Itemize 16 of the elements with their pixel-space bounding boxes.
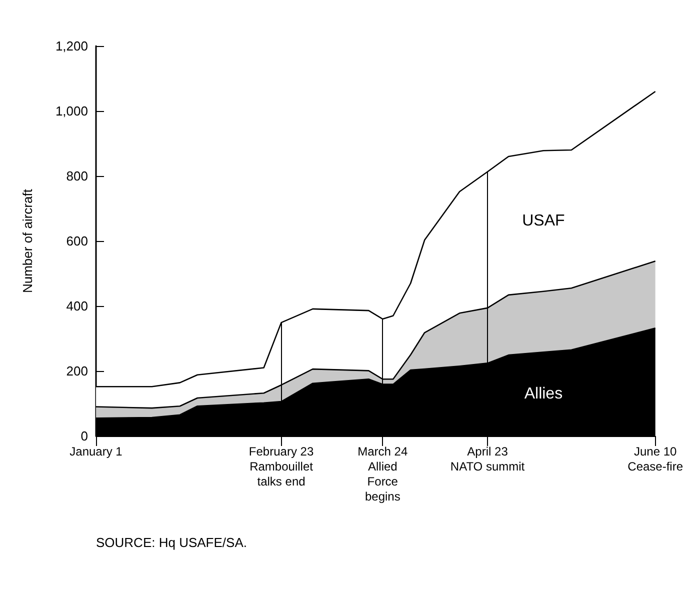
x-tick-label: February 23 Rambouillet talks end <box>248 444 314 488</box>
x-tick-label: January 1 <box>70 444 123 458</box>
y-tick-label: 1,200 <box>55 38 88 54</box>
series-label: Allies <box>524 386 563 403</box>
series-label: USAF <box>522 212 566 230</box>
x-tick-label: March 24 Allied Force begins <box>358 444 408 504</box>
y-tick-label: 200 <box>66 364 88 378</box>
y-tick-label: 400 <box>66 298 88 314</box>
y-tick-label: 800 <box>66 168 88 184</box>
y-tick-label: 1,000 <box>55 104 88 118</box>
y-axis-title: Number of aircraft <box>20 188 35 294</box>
source-note: SOURCE: Hq USAFE/SA. <box>96 535 247 550</box>
y-tick-label: 0 <box>80 428 88 444</box>
y-tick-label: 600 <box>66 234 88 248</box>
x-tick-label: April 23 NATO summit <box>450 444 526 474</box>
x-tick-label: June 10 Cease-fire <box>628 444 684 474</box>
